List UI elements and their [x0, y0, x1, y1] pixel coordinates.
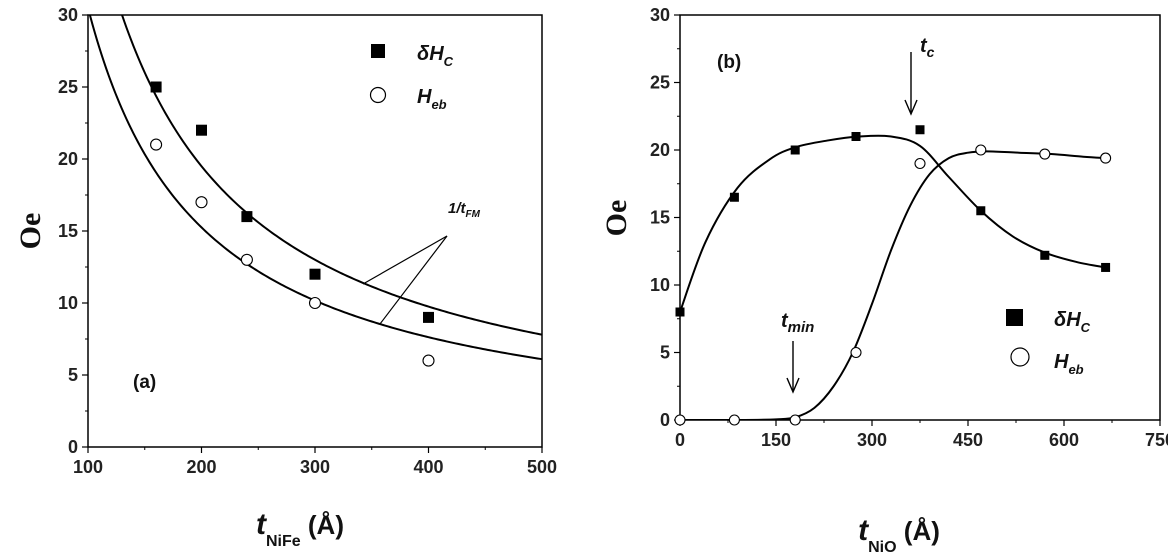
- x-tick-label: 200: [186, 457, 216, 477]
- y-tick-label: 10: [650, 275, 670, 295]
- x-tick-label: 300: [300, 457, 330, 477]
- guide-curve: [680, 150, 1106, 420]
- data-point-square: [1040, 250, 1050, 260]
- data-point-circle: [674, 414, 686, 426]
- x-axis-label: tNiO (Å): [858, 514, 940, 556]
- tmin-label: tmin: [781, 310, 814, 336]
- y-tick-label: 10: [58, 293, 78, 313]
- y-tick-label: 15: [650, 208, 670, 228]
- fit-annotation: 1/tFM: [448, 200, 481, 220]
- y-tick-label: 5: [68, 365, 78, 385]
- y-tick-label: 25: [58, 77, 78, 97]
- x-axis-label: tNiFe (Å): [256, 508, 344, 550]
- y-tick-label: 20: [58, 149, 78, 169]
- plot-frame: [679, 14, 1161, 421]
- data-point-square: [976, 206, 986, 216]
- y-tick-label: 5: [660, 343, 670, 363]
- data-point-square: [241, 211, 253, 223]
- data-point-square: [675, 307, 685, 317]
- legend-marker-square: [371, 44, 385, 58]
- data-point-circle: [240, 253, 253, 266]
- tmin-arrowhead: [786, 377, 800, 394]
- tmin-marker: tmin: [781, 310, 814, 394]
- data-point-square: [150, 81, 162, 93]
- legend-label: Heb: [417, 86, 447, 112]
- data-point-square: [729, 192, 739, 202]
- y-axis-label: Oe: [600, 200, 633, 237]
- x-tick-label: 600: [1049, 430, 1079, 450]
- panel-b: 0 150 300 450 600 750 0 5 10 15 20 25 30 tc tmin δHC…: [600, 5, 1168, 556]
- y-axis-label: Oe: [14, 213, 47, 250]
- data-point-circle: [150, 138, 163, 151]
- tc-arrowhead: [904, 99, 918, 116]
- data-points: [150, 81, 435, 367]
- data-points: [674, 125, 1112, 426]
- legend-marker-square: [1006, 309, 1023, 326]
- legend-label: Heb: [1054, 351, 1084, 377]
- guide-curves: [680, 134, 1106, 420]
- data-point-circle: [728, 414, 740, 426]
- data-point-square: [790, 145, 800, 155]
- data-point-square: [915, 125, 925, 135]
- data-point-circle: [914, 157, 926, 170]
- data-point-circle: [1039, 148, 1051, 160]
- data-point-circle: [308, 296, 322, 310]
- legend: δHC Heb: [369, 43, 454, 112]
- annotation-pointer: [362, 235, 448, 285]
- guide-curve: [680, 134, 1106, 313]
- data-point-square: [851, 132, 861, 141]
- legend-label: δHC: [417, 43, 454, 69]
- x-tick-label: 150: [761, 430, 791, 450]
- data-point-square: [1101, 262, 1111, 272]
- y-tick-label: 15: [58, 221, 78, 241]
- y-tick-label: 30: [650, 5, 670, 25]
- x-tick-label: 300: [857, 430, 887, 450]
- data-point-circle: [789, 414, 801, 426]
- legend: δHC Heb: [1006, 309, 1091, 377]
- y-tick-label: 30: [58, 5, 78, 25]
- data-point-circle: [1100, 152, 1112, 164]
- x-tick-label: 450: [953, 430, 983, 450]
- y-tick-label: 20: [650, 140, 670, 160]
- data-point-circle: [975, 144, 987, 156]
- data-point-circle: [195, 196, 208, 209]
- fit-curve: [120, 15, 542, 336]
- x-tick-label: 750: [1145, 430, 1168, 450]
- y-tick-label: 0: [660, 410, 670, 430]
- x-tick-label: 400: [413, 457, 443, 477]
- tc-label: tc: [920, 35, 935, 60]
- data-point-square: [423, 311, 434, 323]
- panel-a: 100 200 300 400 500 0 5 10 15 20 25 30 1/tFM δHC He…: [14, 5, 557, 550]
- axis-ticks: 100 200 300 400 500 0 5 10 15 20 25 30: [58, 5, 557, 477]
- x-tick-label: 500: [527, 457, 557, 477]
- x-tick-label: 100: [73, 457, 103, 477]
- legend-label: δHC: [1054, 309, 1091, 335]
- legend-marker-circle: [369, 86, 387, 104]
- data-point-square: [309, 268, 321, 280]
- panel-label: (a): [133, 372, 156, 393]
- x-tick-label: 0: [675, 430, 685, 450]
- tc-marker: tc: [904, 35, 935, 116]
- axis-ticks: 0 150 300 450 600 750 0 5 10 15 20 25 30: [650, 5, 1168, 450]
- data-point-circle: [850, 346, 862, 359]
- annotation-pointer: [379, 235, 448, 325]
- data-point-square: [196, 124, 207, 136]
- data-point-circle: [422, 354, 435, 367]
- y-tick-label: 25: [650, 73, 670, 93]
- legend-marker-circle: [1010, 347, 1030, 367]
- y-tick-label: 0: [68, 437, 78, 457]
- panel-label: (b): [717, 52, 741, 73]
